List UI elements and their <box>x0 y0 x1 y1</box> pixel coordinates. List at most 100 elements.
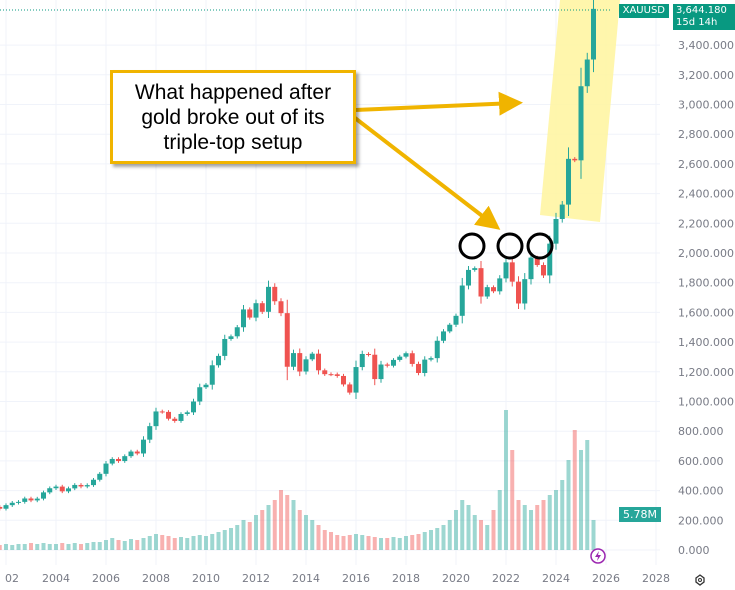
volume-bar <box>335 535 340 550</box>
candle <box>447 324 453 332</box>
volume-bar <box>410 535 415 550</box>
candle <box>166 411 171 419</box>
candle <box>278 301 284 314</box>
candle <box>416 363 421 373</box>
x-tick-label: 02 <box>5 572 19 585</box>
volume-bar <box>122 541 127 550</box>
y-tick-label: 0.000 <box>678 544 710 557</box>
candle <box>184 412 190 414</box>
time-axis[interactable]: 02 2004 2006 2008 2010 2012 2014 2016 2018 2020 20… <box>5 572 670 585</box>
candle <box>72 484 78 489</box>
candle <box>22 498 28 502</box>
candle <box>491 287 496 292</box>
price-axis[interactable]: 3,400.000 3,200.000 3,000.000 2,800.000 2,60… <box>678 39 734 557</box>
volume-bar <box>560 480 565 550</box>
volume-bar <box>354 534 358 550</box>
volume-bar <box>60 543 65 550</box>
top-marker <box>458 232 486 260</box>
y-tick-label: 800.000 <box>678 425 724 438</box>
candle <box>584 59 590 87</box>
volume-bar <box>110 538 115 550</box>
volume-bar <box>291 500 296 550</box>
volume-bar <box>241 520 246 550</box>
x-tick-label: 2018 <box>392 572 420 585</box>
volume-bar <box>97 542 102 550</box>
volume-bar <box>416 534 421 550</box>
volume-bar <box>341 536 346 550</box>
x-tick-label: 2012 <box>242 572 270 585</box>
candle <box>441 331 446 341</box>
candle <box>97 473 103 480</box>
candle <box>509 262 515 282</box>
lightning-icon[interactable] <box>590 548 606 564</box>
x-tick-label: 2022 <box>492 572 520 585</box>
arrow-to-triple-top <box>353 116 501 230</box>
candle <box>203 384 209 388</box>
volume-bar <box>0 545 2 550</box>
volume-bar <box>91 542 96 550</box>
candle <box>66 488 71 492</box>
candle <box>222 338 228 356</box>
x-tick-label: 2008 <box>142 572 170 585</box>
arrow-to-breakout <box>354 91 523 116</box>
candle <box>291 353 296 367</box>
candle <box>366 353 371 355</box>
volume-bar <box>235 525 240 550</box>
x-tick-label: 2014 <box>292 572 320 585</box>
candle <box>0 506 3 509</box>
y-tick-label: 3,200.000 <box>678 69 734 82</box>
volume-bar <box>172 538 177 550</box>
candle <box>41 492 46 499</box>
top-marker <box>496 232 524 260</box>
candle <box>91 479 96 486</box>
volume-label: 5.78M <box>619 507 661 522</box>
volume-bar <box>85 543 90 550</box>
volume-bar <box>535 505 540 550</box>
candle <box>503 262 509 279</box>
candle <box>528 257 534 280</box>
candle <box>303 359 309 372</box>
volume-bar <box>135 540 140 550</box>
volume-bar <box>266 505 271 550</box>
candle <box>228 336 234 339</box>
volume-bar <box>385 538 390 550</box>
candle <box>459 285 465 316</box>
settings-icon[interactable] <box>695 574 705 586</box>
candle <box>266 286 271 312</box>
candle <box>78 484 84 487</box>
volume-bar <box>585 440 590 550</box>
candle <box>234 327 240 337</box>
y-tick-label: 2,400.000 <box>678 188 734 201</box>
volume-bar <box>310 520 315 550</box>
candle <box>397 356 403 360</box>
candle <box>334 374 340 376</box>
volume-bar <box>160 535 165 550</box>
volume-bar <box>141 538 146 550</box>
volume-bar <box>441 525 446 550</box>
candle <box>328 374 334 376</box>
candle <box>466 269 471 286</box>
volume-bar <box>404 536 408 550</box>
y-tick-label: 2,600.000 <box>678 158 734 171</box>
volume-bar <box>79 544 83 550</box>
volume-bar <box>216 532 221 550</box>
candles <box>0 0 596 511</box>
volume-bar <box>129 539 133 550</box>
volume-bar <box>179 537 183 550</box>
candle <box>541 265 546 276</box>
volume-bar <box>472 515 477 550</box>
volume-bar <box>41 543 46 550</box>
y-tick-label: 3,000.000 <box>678 99 734 112</box>
volume-bar <box>304 515 308 550</box>
candle <box>103 463 109 474</box>
volume-bar <box>522 505 527 550</box>
candle <box>478 268 484 297</box>
candle <box>434 340 440 359</box>
volume-bar <box>504 410 508 550</box>
candle <box>147 426 153 440</box>
x-tick-label: 2024 <box>542 572 570 585</box>
volume-bar <box>247 522 252 550</box>
volume-bar <box>572 430 577 550</box>
y-tick-label: 1,200.000 <box>678 366 734 379</box>
